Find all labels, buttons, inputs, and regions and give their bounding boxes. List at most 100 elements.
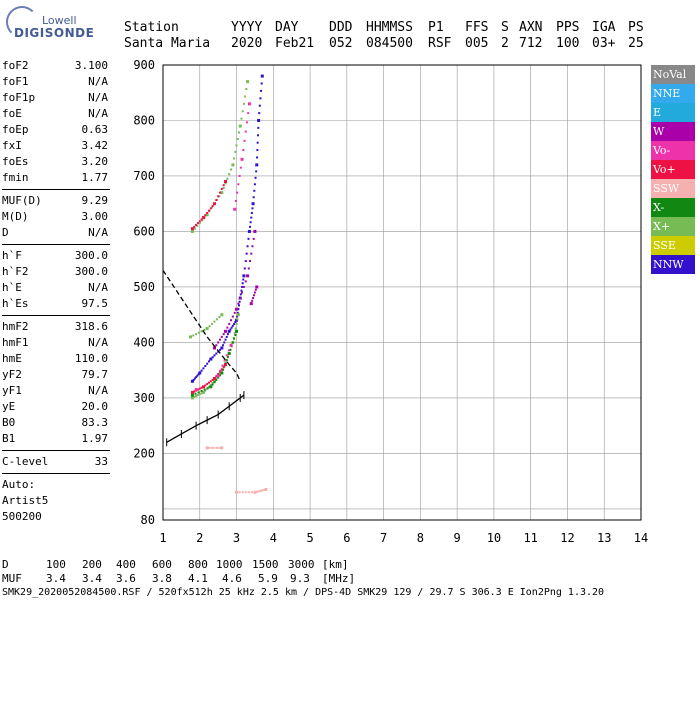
echo-point [251,207,254,210]
echo-point [201,216,205,220]
echo-point [200,389,203,392]
param-label: yF1 [2,384,22,397]
echo-point [233,311,236,314]
param-label: fmin [2,171,29,184]
param-value: 300.0 [74,249,108,262]
echo-point [258,112,261,115]
echo-point [229,328,232,331]
echo-point [217,372,220,375]
header-label: P1 [428,20,444,35]
echo-point [250,491,253,494]
echo-point [255,170,258,173]
echo-point [246,274,250,278]
param-label: yF2 [2,368,22,381]
echo-point [226,333,229,336]
header-values: Santa Maria 2020 Feb21 052 084500 RSF 00… [124,36,644,231]
echo-point [263,488,266,491]
param-row: MUF(D) 9.29 [2,193,110,209]
param-label: foE [2,107,22,120]
echo-point [212,202,216,206]
x-tick-label: 5 [306,531,313,545]
auto-line: 500200 [2,510,42,523]
echo-point [202,367,205,370]
distance-row: D 100 200 400 600 800 1000 1500 3000 [km… [2,558,349,701]
y-tick-label: 80 [141,513,155,527]
distance-unit: [km] [322,558,349,571]
echo-point [190,396,194,400]
echo-point [242,102,245,105]
echo-point [220,313,224,317]
echo-point [237,302,240,305]
distance-value: 1000 [216,558,243,571]
echo-point [213,354,216,357]
param-value: 3.00 [81,210,109,223]
header-value: Santa Maria [124,36,211,51]
echo-point [233,332,236,335]
echo-point [251,299,254,302]
echo-point [212,377,216,381]
echo-point [231,324,234,327]
echo-point [234,327,237,330]
echo-point [243,267,246,270]
echo-point [198,387,201,390]
echo-point [201,390,205,394]
echo-point [194,392,197,395]
echo-point [211,206,214,209]
echo-point [230,168,233,171]
echo-point [233,337,236,340]
echo-point [241,291,244,294]
echo-point [196,388,199,391]
echo-point [259,97,262,100]
echo-point [245,252,248,255]
param-row: foEp 0.63 [2,122,110,138]
echo-point [194,388,198,392]
param-value: 79.7 [81,368,109,381]
autoscaling-info: Auto: Artist5 500200 [2,477,110,525]
echo-point [200,218,203,221]
x-tick-label: 2 [196,531,203,545]
echo-point [203,388,206,391]
echo-point [257,126,260,129]
plot-frame [162,64,642,521]
echo-point [242,285,245,288]
param-value: N/A [88,226,108,239]
param-value: 110.0 [74,352,108,365]
echo-point [197,331,200,334]
echo-point [206,211,209,214]
header-value: 052 [329,36,353,51]
echo-point [204,214,207,217]
echo-point [236,311,239,314]
echo-point [231,163,235,167]
param-group-profile: hmF2 318.6 hmF1 N/A hmE 110.0 yF2 79.7 yF1 N/… [2,319,110,447]
param-value: 97.5 [81,297,109,310]
echo-point [207,360,210,363]
echo-point [213,446,216,449]
echo-point [218,191,221,194]
echo-point [224,338,227,341]
echo-point [243,139,246,142]
param-value: N/A [88,281,108,294]
echo-point [233,322,236,325]
echo-point [260,89,263,92]
param-value: 33 [94,455,108,468]
echo-point [216,374,220,378]
echo-point [250,211,253,214]
series-W [212,229,259,350]
echo-point [256,134,259,137]
echo-point [233,157,236,160]
header-label: PS [628,20,644,35]
echo-point [227,349,230,352]
echo-point [242,274,246,278]
param-value: 9.29 [81,194,109,207]
echo-point [195,223,198,226]
echo-point [238,174,241,177]
header-label: FFS [465,20,489,35]
echo-point [211,446,214,449]
row-label: MUF [2,572,22,585]
param-row: h`F2 300.0 [2,264,110,280]
echo-point [201,385,205,389]
divider [2,189,110,190]
echo-point [215,318,218,321]
echo-point [192,378,195,381]
ionogram-chart: 1 2 3 4 5 6 7 8 9 10 11 12 13 14802003004005006007008… [133,58,648,545]
